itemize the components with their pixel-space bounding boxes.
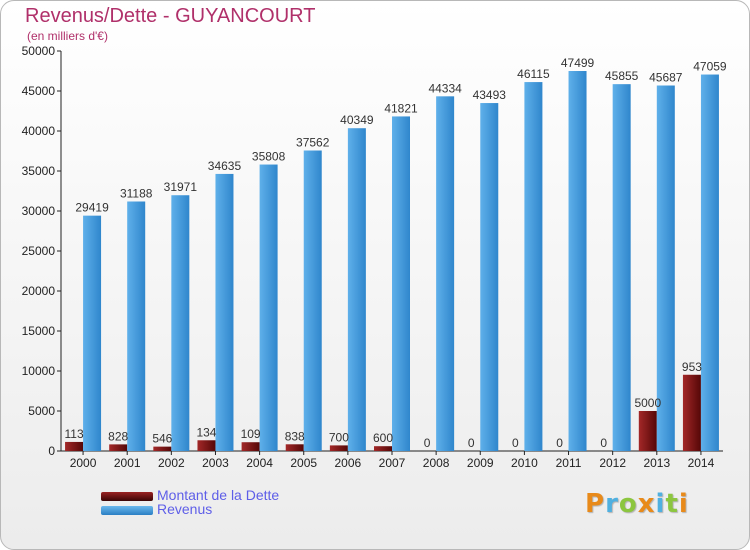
logo-letter: x (637, 489, 656, 519)
data-label-revenus: 43493 (473, 88, 507, 102)
bar-dette-2006 (329, 445, 348, 451)
data-label-revenus: 41821 (384, 101, 418, 115)
bar-revenus-2007 (392, 116, 410, 451)
bar-revenus-2006 (347, 128, 366, 451)
logo-letter: t (665, 489, 679, 519)
logo-letter: i (678, 489, 689, 519)
y-tick-label: 20000 (22, 284, 56, 298)
y-tick-label: 40000 (22, 124, 56, 138)
data-label-dette: 838 (285, 429, 305, 443)
data-label-revenus: 31971 (164, 180, 198, 194)
bar-chart: 0500010000150002000025000300003500040000… (22, 44, 727, 470)
y-tick-label: 0 (48, 444, 55, 458)
bar-revenus-2000 (83, 215, 102, 451)
data-label-revenus: 34635 (208, 159, 242, 173)
y-tick-label: 50000 (22, 44, 56, 58)
x-tick-label: 2008 (423, 456, 450, 470)
x-tick-label: 2010 (511, 456, 538, 470)
x-tick-label: 2013 (643, 456, 670, 470)
data-label-dette: 109 (241, 427, 261, 441)
bar-revenus-2013 (656, 85, 675, 451)
data-label-revenus: 46115 (517, 67, 550, 81)
data-label-dette: 113 (64, 427, 83, 441)
bar-revenus-2004 (259, 164, 278, 451)
proxiti-logo: Proxiti (585, 489, 689, 519)
bar-revenus-2012 (612, 84, 631, 451)
logo-letter: r (605, 489, 619, 519)
x-tick-label: 2011 (556, 456, 582, 470)
legend-swatch-dette (101, 492, 153, 501)
x-tick-label: 2014 (688, 456, 715, 470)
data-label-revenus: 45855 (605, 69, 639, 83)
data-label-dette: 546 (152, 432, 172, 446)
x-tick-label: 2006 (335, 456, 362, 470)
data-label-dette: 700 (329, 430, 349, 444)
data-label-revenus: 31188 (120, 186, 153, 200)
data-label-revenus: 47059 (693, 60, 727, 74)
bar-revenus-2008 (436, 96, 455, 451)
x-tick-label: 2007 (379, 456, 406, 470)
x-tick-label: 2004 (246, 456, 273, 470)
data-label-dette: 828 (108, 429, 128, 443)
bar-dette-2013 (638, 411, 657, 451)
bar-dette-2002 (153, 446, 172, 451)
bar-revenus-2010 (524, 82, 543, 451)
data-label-dette: 0 (424, 436, 431, 450)
bar-dette-2005 (285, 444, 304, 451)
y-tick-label: 25000 (22, 244, 56, 258)
data-label-dette: 600 (373, 431, 393, 445)
bar-revenus-2009 (480, 103, 499, 451)
bar-dette-2014 (682, 374, 701, 451)
data-label-dette: 0 (556, 436, 563, 450)
bar-dette-2004 (241, 442, 260, 451)
chart-title: Revenus/Dette - GUYANCOURT (25, 5, 316, 27)
legend-label-revenus: Revenus (157, 501, 213, 517)
x-tick-label: 2001 (114, 456, 141, 470)
data-label-dette: 0 (600, 436, 607, 450)
data-label-dette: 953 (682, 360, 702, 374)
bar-revenus-2003 (215, 173, 234, 452)
y-tick-label: 5000 (28, 404, 55, 418)
data-label-dette: 5000 (634, 396, 661, 410)
logo-letter: o (618, 489, 638, 519)
data-label-revenus: 40349 (340, 113, 374, 127)
bar-dette-2001 (109, 444, 128, 451)
bar-revenus-2002 (171, 195, 190, 451)
data-label-revenus: 29419 (75, 201, 109, 215)
x-tick-label: 2000 (70, 456, 97, 470)
y-tick-label: 45000 (22, 84, 56, 98)
bar-revenus-2014 (700, 74, 719, 451)
data-label-dette: 0 (468, 436, 475, 450)
logo-letter: P (585, 489, 606, 519)
x-tick-label: 2002 (158, 456, 185, 470)
data-label-revenus: 47499 (561, 56, 595, 70)
bar-revenus-2001 (127, 201, 146, 451)
x-tick-label: 2005 (290, 456, 317, 470)
data-label-dette: 0 (512, 436, 519, 450)
chart-subtitle: (en milliers d'€) (27, 29, 108, 43)
data-label-dette: 134 (196, 425, 216, 439)
legend-label-dette: Montant de la Dette (157, 487, 280, 503)
y-tick-label: 35000 (22, 164, 56, 178)
y-tick-label: 15000 (22, 324, 56, 338)
logo-letter: i (655, 489, 666, 519)
bar-revenus-2005 (303, 150, 322, 451)
data-label-revenus: 35808 (252, 150, 286, 164)
x-tick-label: 2003 (202, 456, 229, 470)
bar-revenus-2011 (568, 71, 587, 452)
y-tick-label: 30000 (22, 204, 56, 218)
data-label-revenus: 44334 (428, 81, 462, 95)
y-tick-label: 10000 (22, 364, 56, 378)
data-label-revenus: 45687 (649, 71, 683, 85)
legend-swatch-revenus (101, 506, 153, 515)
bar-dette-2000 (65, 441, 84, 451)
x-tick-label: 2012 (599, 456, 626, 470)
bar-dette-2003 (197, 440, 216, 451)
bar-dette-2007 (374, 446, 392, 451)
x-tick-label: 2009 (467, 456, 494, 470)
data-label-revenus: 37562 (296, 136, 330, 150)
